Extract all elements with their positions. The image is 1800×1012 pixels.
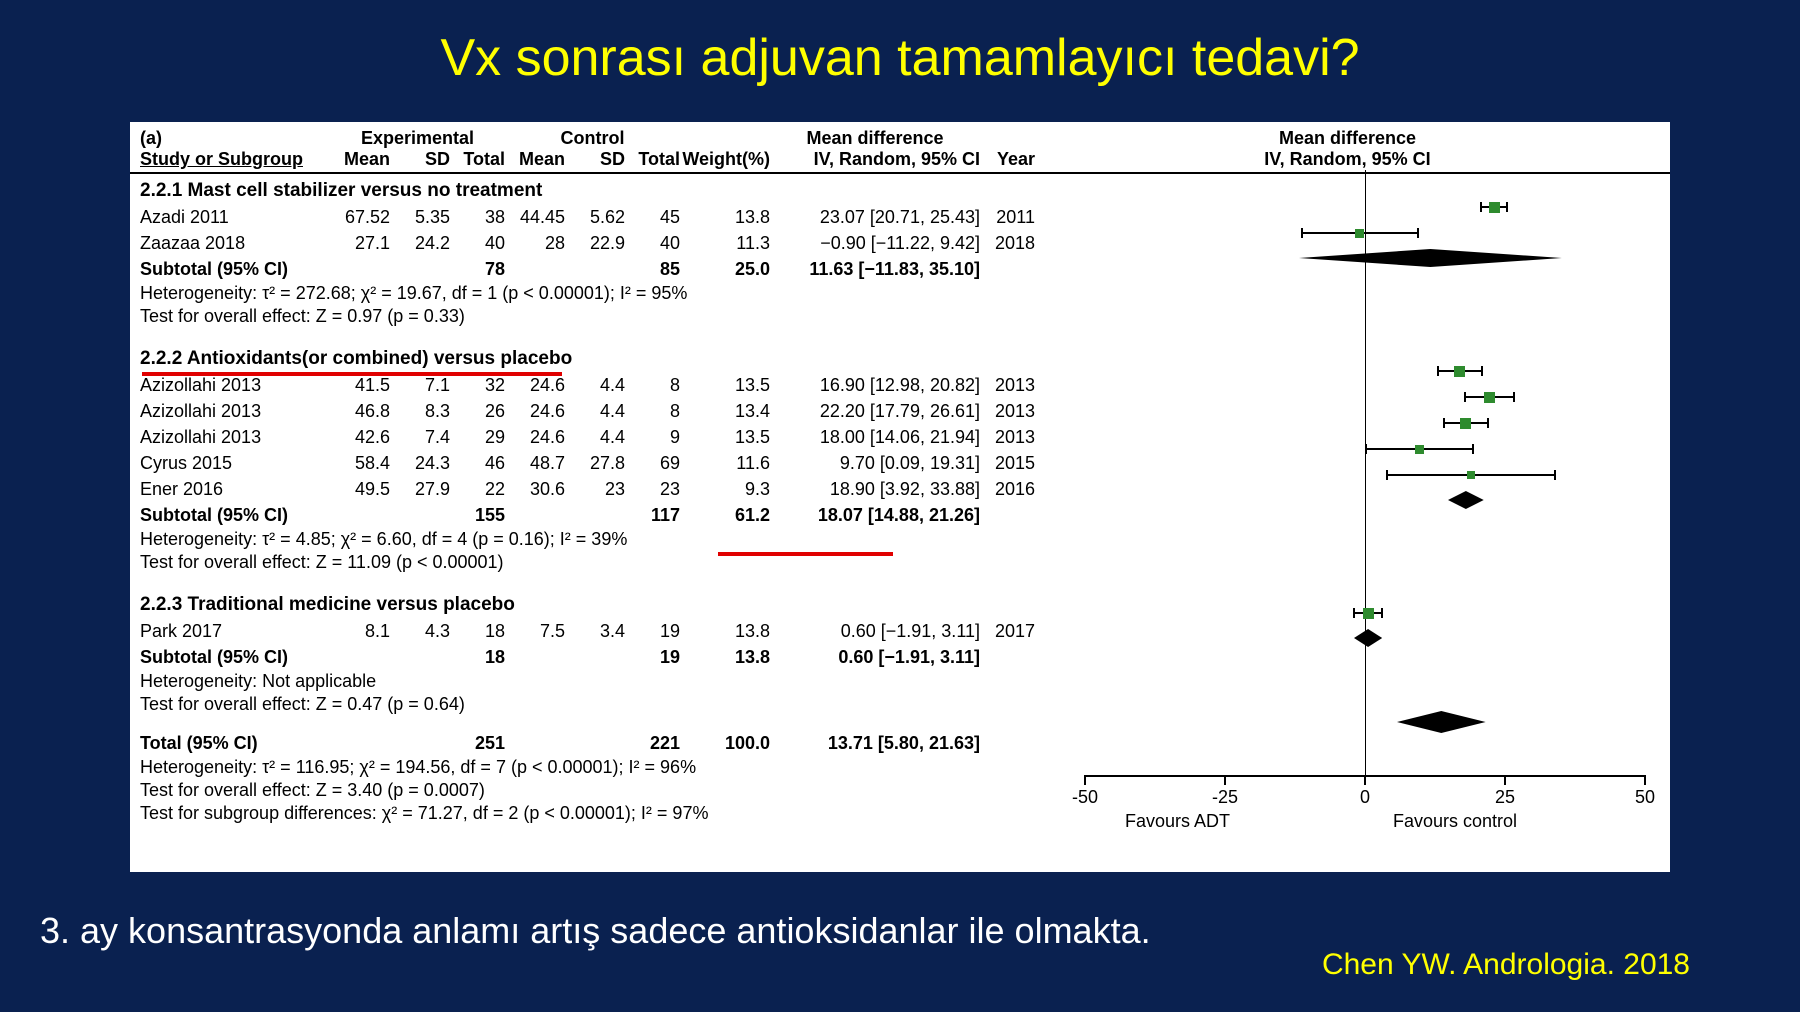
hdr-meandiff: Mean difference bbox=[770, 128, 980, 149]
hdr-study: Study or Subgroup bbox=[140, 149, 330, 170]
axis-tick-label: -25 bbox=[1212, 787, 1238, 808]
ci-marker bbox=[1444, 422, 1488, 424]
subtotal-diamond bbox=[1397, 711, 1486, 733]
point-estimate bbox=[1460, 418, 1471, 429]
hdr-total-c: Total bbox=[625, 149, 680, 170]
hdr-total-e: Total bbox=[450, 149, 505, 170]
hdr-sd-c: SD bbox=[565, 149, 625, 170]
plot-axis: -50-2502550Favours ADTFavours control bbox=[1085, 775, 1645, 835]
hdr-experimental: Experimental bbox=[330, 128, 505, 149]
axis-left-label: Favours ADT bbox=[1125, 811, 1230, 832]
point-estimate bbox=[1415, 445, 1424, 454]
hdr-mean-c: Mean bbox=[505, 149, 565, 170]
axis-tick-label: -50 bbox=[1072, 787, 1098, 808]
axis-right-label: Favours control bbox=[1393, 811, 1517, 832]
hdr-sd-e: SD bbox=[390, 149, 450, 170]
point-estimate bbox=[1489, 202, 1500, 213]
subtotal-diamond bbox=[1448, 491, 1484, 509]
hdr-iv: IV, Random, 95% CI bbox=[770, 149, 980, 170]
point-estimate bbox=[1454, 366, 1465, 377]
hdr-iv2: IV, Random, 95% CI bbox=[1035, 149, 1660, 170]
subtotal-diamond bbox=[1299, 249, 1562, 267]
ci-marker bbox=[1438, 370, 1482, 372]
highlight-bar bbox=[718, 552, 893, 556]
subtotal-diamond bbox=[1354, 629, 1382, 647]
ci-marker bbox=[1354, 612, 1382, 614]
hdr-meandiff2: Mean difference bbox=[1035, 128, 1660, 149]
axis-tick-label: 50 bbox=[1635, 787, 1655, 808]
slide-title: Vx sonrası adjuvan tamamlayıcı tedavi? bbox=[0, 0, 1800, 88]
hdr-year: Year bbox=[980, 149, 1035, 170]
hdr-control: Control bbox=[505, 128, 680, 149]
forest-header-row1: (a) Experimental Control Mean difference… bbox=[130, 122, 1670, 149]
point-estimate bbox=[1484, 392, 1495, 403]
point-estimate bbox=[1355, 229, 1364, 238]
point-estimate bbox=[1363, 608, 1374, 619]
ci-marker bbox=[1302, 232, 1418, 234]
ci-marker bbox=[1465, 396, 1514, 398]
highlight-bar bbox=[142, 372, 562, 376]
axis-tick-label: 0 bbox=[1360, 787, 1370, 808]
hdr-weight: Weight(%) bbox=[680, 149, 770, 170]
hdr-mean-e: Mean bbox=[330, 149, 390, 170]
forest-plot-area: -50-2502550Favours ADTFavours control bbox=[1085, 170, 1645, 842]
point-estimate bbox=[1467, 471, 1475, 479]
ci-marker bbox=[1366, 448, 1474, 450]
forest-plot-panel: (a) Experimental Control Mean difference… bbox=[130, 122, 1670, 872]
axis-tick-label: 25 bbox=[1495, 787, 1515, 808]
slide-footnote: 3. ay konsantrasyonda anlamı artış sadec… bbox=[40, 910, 1151, 952]
ci-marker bbox=[1481, 206, 1507, 208]
slide-citation: Chen YW. Andrologia. 2018 bbox=[1322, 948, 1690, 982]
ci-marker bbox=[1387, 474, 1555, 476]
panel-label: (a) bbox=[140, 128, 160, 149]
